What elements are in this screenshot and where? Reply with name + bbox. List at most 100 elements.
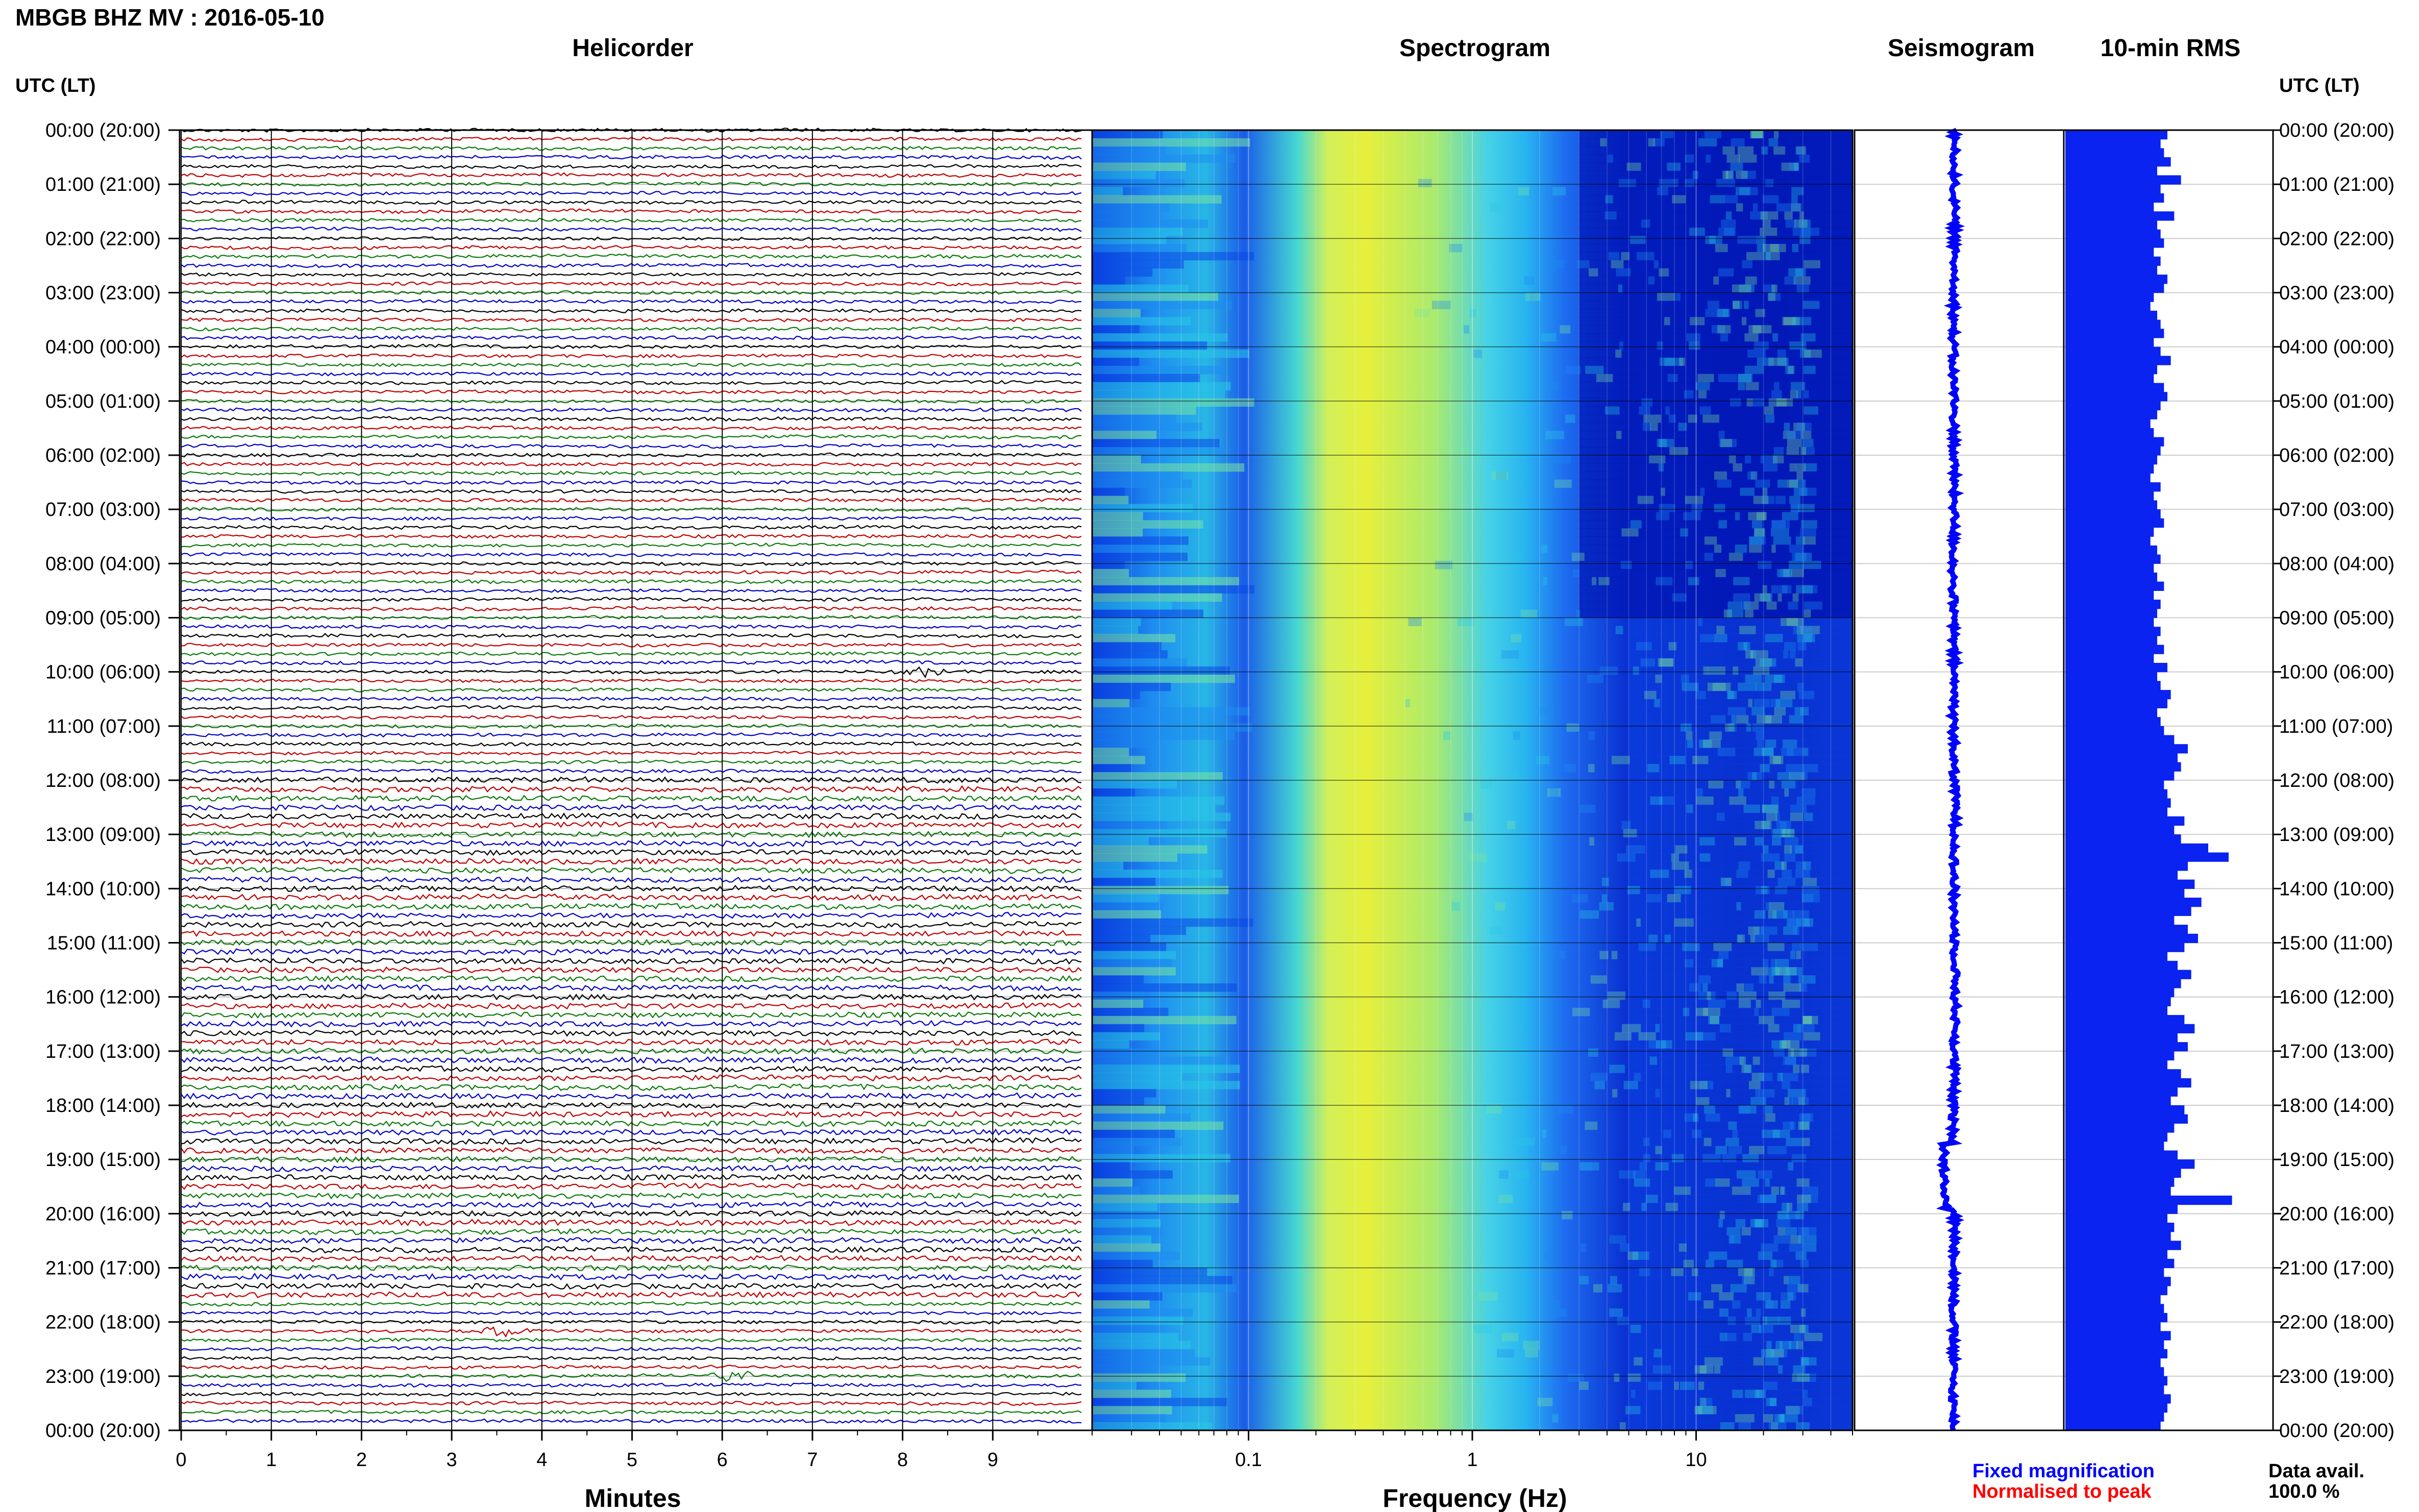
rms-bar — [2065, 337, 2154, 348]
spectrogram-cell — [1092, 520, 1203, 529]
spectrogram-cell — [1719, 1024, 1731, 1033]
spectrogram-cell — [1092, 1097, 1144, 1106]
spectrogram-cell — [1748, 926, 1760, 935]
rms-bar — [2065, 518, 2164, 528]
spectrogram-cell — [1804, 463, 1817, 472]
helicorder-trace — [181, 911, 1082, 920]
spectrogram-cell — [1683, 1007, 1690, 1017]
spectrogram-cell — [1782, 512, 1798, 520]
rms-bar — [2065, 509, 2161, 519]
helicorder-trace — [181, 1246, 1082, 1254]
spectrogram-cell — [1792, 317, 1812, 326]
spectrogram-cell — [1803, 764, 1818, 773]
rms-bar — [2065, 699, 2167, 709]
spectrogram-cell — [1729, 1235, 1741, 1244]
left-time-label: 06:00 (02:00) — [45, 445, 161, 466]
spectrogram-cell — [1092, 203, 1170, 212]
spectrogram-cell — [1562, 1211, 1573, 1220]
spectrogram-cell — [1767, 943, 1785, 951]
spectrogram-cell — [1768, 357, 1787, 366]
spectrogram-cell — [1682, 682, 1699, 691]
spectrogram-cell — [1092, 568, 1129, 578]
rms-bar — [2065, 834, 2181, 844]
right-time-label: 05:00 (01:00) — [2279, 391, 2395, 412]
spectrogram-cell — [1092, 1178, 1133, 1187]
spectrogram-cell — [1696, 796, 1714, 805]
helicorder-trace — [181, 399, 1082, 404]
spectrogram-cell — [1743, 601, 1759, 610]
spectrogram-cell — [1545, 431, 1564, 439]
spectrogram-cell — [1628, 975, 1853, 984]
spectrogram-cell — [1659, 357, 1674, 366]
spectrogram-cell — [1754, 748, 1773, 756]
spectrogram-cell — [1789, 561, 1804, 569]
spectrogram-cell — [1704, 1137, 1712, 1147]
helicorder-trace — [181, 569, 1082, 575]
rms-bar — [2065, 1069, 2181, 1079]
spectrogram-cell — [1748, 512, 1767, 520]
spectrogram-cell — [1754, 1007, 1759, 1017]
utc-label-left: UTC (LT) — [15, 75, 96, 96]
data-availability-label: Data avail. — [2268, 1460, 2364, 1482]
rms-bar — [2065, 256, 2161, 266]
spectrogram-cell — [1757, 1390, 1763, 1398]
spectrogram-cell — [1092, 1373, 1186, 1382]
spectrogram-cell — [1092, 179, 1185, 187]
spectrogram-cell — [1490, 203, 1502, 212]
spectrogram-cell — [1628, 1227, 1853, 1236]
left-time-label: 12:00 (08:00) — [45, 770, 161, 791]
spectrogram-cell — [1092, 1349, 1195, 1358]
rms-bar — [2065, 681, 2161, 690]
spectrogram-cell — [1678, 423, 1687, 431]
spectrogram-cell — [1798, 1097, 1805, 1106]
spectrogram-cell — [1736, 983, 1744, 992]
right-time-label: 02:00 (22:00) — [2279, 228, 2395, 250]
spectrogram-cell — [1707, 682, 1726, 691]
spectrogram-cell — [1699, 837, 1715, 846]
spectrogram-cell — [1797, 682, 1804, 691]
spectrogram-cell — [1738, 382, 1745, 391]
spectrogram-cell — [1762, 487, 1768, 497]
spectrogram-cell — [1737, 236, 1756, 244]
spectrogram-cell — [1799, 943, 1818, 951]
spectrogram-cell — [1798, 690, 1814, 700]
spectrogram-cell — [1092, 268, 1153, 277]
helicorder-trace — [181, 353, 1082, 359]
spectrogram-cell — [1669, 756, 1686, 764]
spectrogram-cell — [1579, 431, 1853, 439]
spectrogram-cell — [1796, 951, 1801, 959]
rms-bar — [2065, 744, 2188, 754]
spectrogram-cell — [1770, 1349, 1788, 1358]
spectrogram-cell — [1702, 739, 1721, 748]
rms-bar — [2065, 1105, 2185, 1115]
helicorder-trace — [181, 948, 1082, 956]
spectrogram-cell — [1579, 195, 1853, 204]
spectrogram-cell — [1788, 268, 1806, 277]
spectrogram-cell — [1628, 707, 1853, 716]
spectrogram-cell — [1765, 902, 1771, 911]
spectrogram-cell — [1664, 934, 1671, 943]
spectrogram-cell — [1628, 1032, 1853, 1041]
spectrogram-cell — [1431, 301, 1451, 309]
spectrogram-cell — [1655, 674, 1662, 683]
spectrogram-cell — [1092, 317, 1191, 326]
spectrogram-cell — [1696, 1097, 1710, 1106]
spectrogram-cell — [1762, 585, 1767, 594]
spectrogram-cell — [1800, 228, 1820, 236]
spectrogram-cell — [1787, 748, 1804, 756]
right-time-label: 04:00 (00:00) — [2279, 337, 2395, 358]
spectrogram-cell — [1657, 341, 1663, 350]
spectrogram-cell — [1674, 918, 1694, 927]
spectrogram-cell — [1769, 975, 1774, 984]
spectrogram-cell — [1705, 309, 1724, 317]
spectrogram-cell — [1775, 967, 1783, 976]
spectrogram-cell — [1579, 301, 1853, 309]
spectrogram-cell — [1619, 1243, 1630, 1252]
helicorder-trace — [181, 705, 1082, 711]
spectrogram-cell — [1800, 431, 1812, 439]
spectrogram-cell — [1762, 1317, 1767, 1325]
spectrogram-cell — [1766, 812, 1778, 822]
spectrogram-cell — [1773, 756, 1784, 764]
spectrogram-cell — [1601, 894, 1607, 903]
right-time-label: 01:00 (21:00) — [2279, 174, 2395, 195]
